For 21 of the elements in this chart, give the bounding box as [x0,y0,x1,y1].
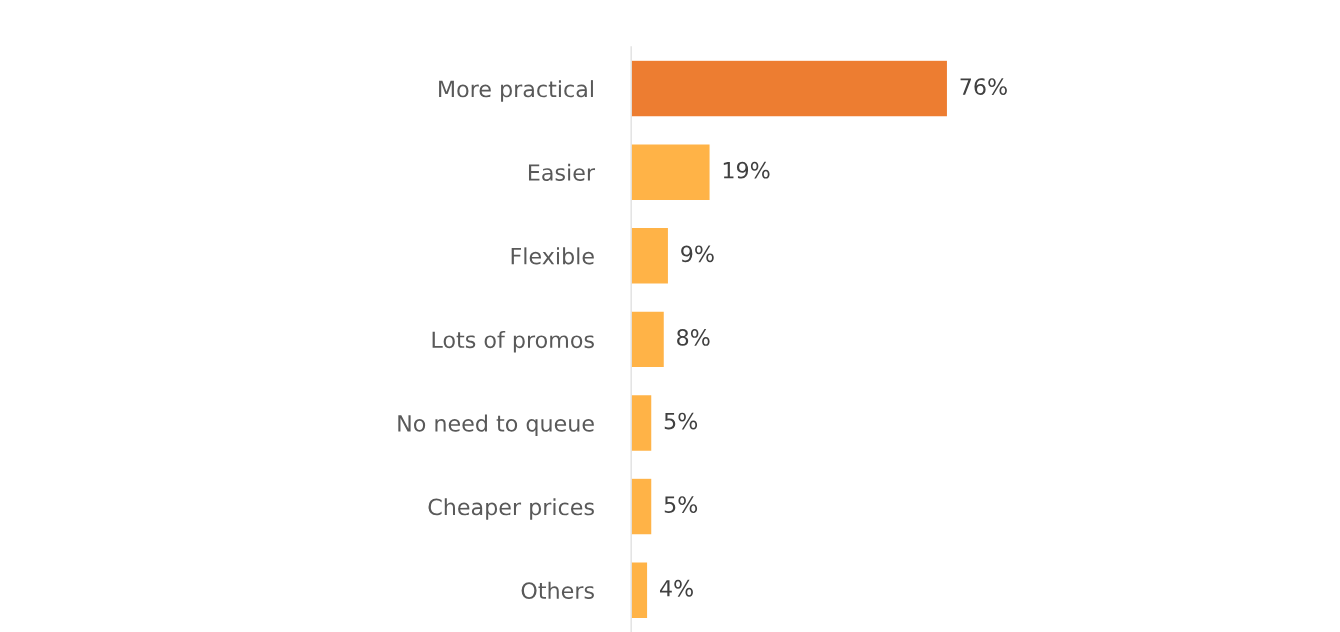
y-tick-label: No need to queue [398,414,594,437]
bar [631,59,949,118]
bar [631,477,653,536]
bar [631,310,666,369]
y-tick-label: Lots of promos [432,330,594,353]
bar [631,143,711,202]
data-label: 19% [723,161,770,179]
data-label: 8% [677,329,710,346]
y-tick-label: Cheaper prices [428,498,594,520]
bar [631,561,649,620]
y-tick-label: More practical [439,80,593,102]
y-tick-label: Easier [528,163,596,181]
data-label: 76% [960,78,1007,96]
data-label: 5% [664,412,698,430]
bar [631,393,653,453]
y-tick-label: Others [521,581,594,599]
bar [631,226,670,285]
data-label: 4% [660,579,693,597]
data-label: 9% [681,245,714,263]
data-label: 5% [664,496,698,514]
y-tick-label: Flexible [511,247,594,265]
